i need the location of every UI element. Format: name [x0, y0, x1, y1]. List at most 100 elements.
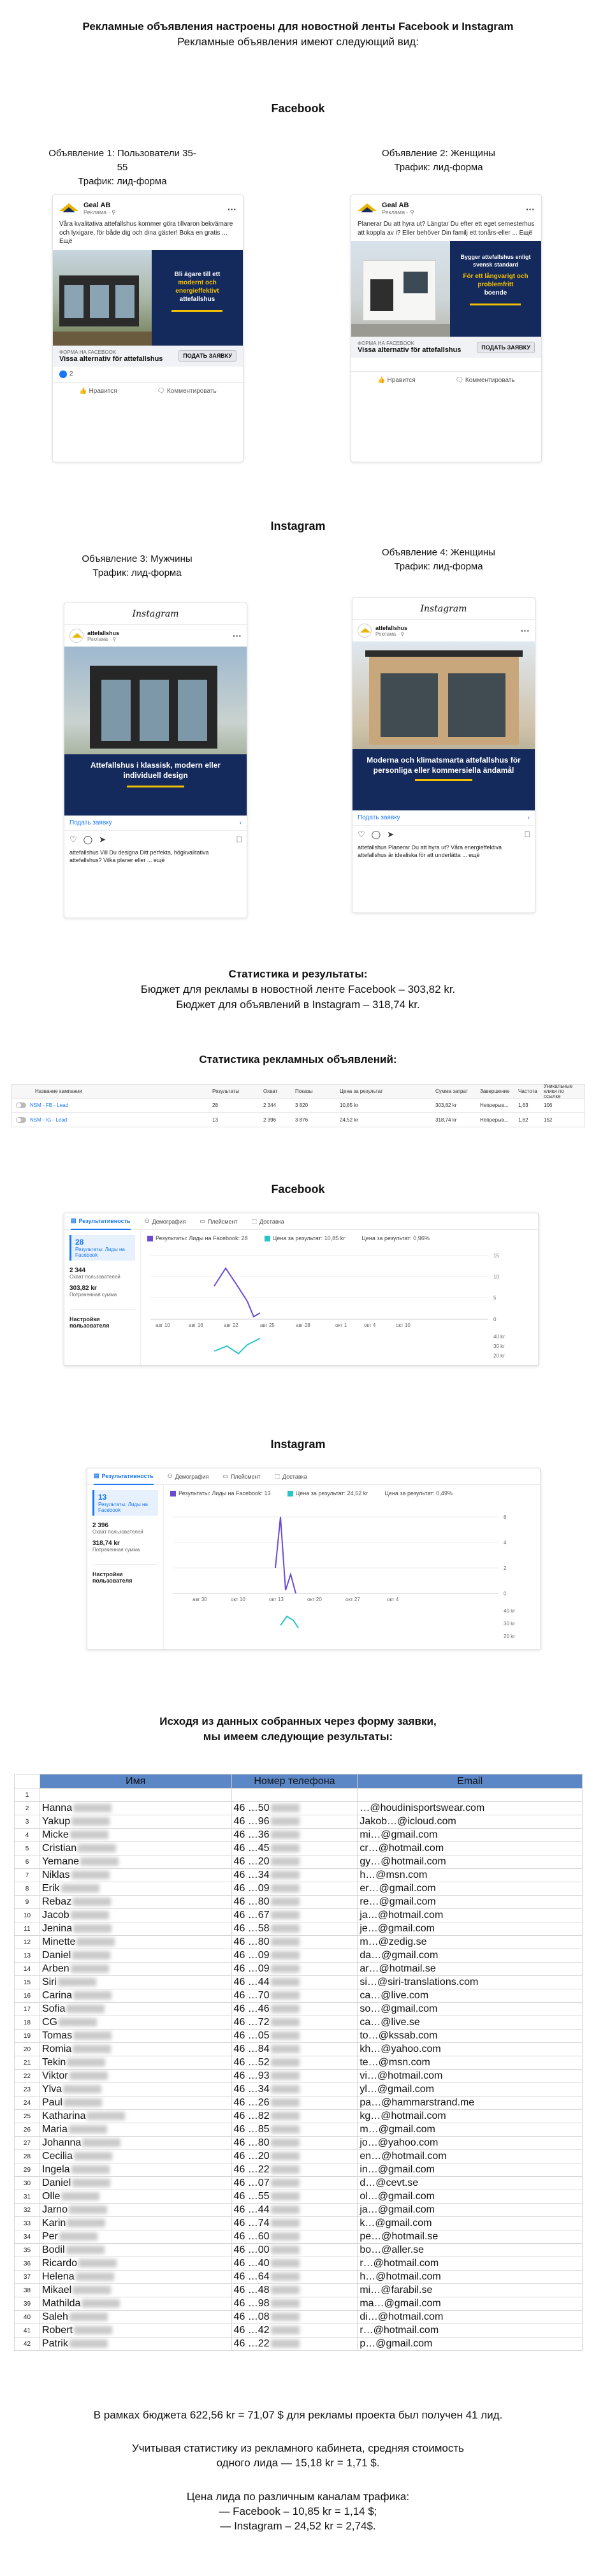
row-number-text: 14 [23, 1965, 31, 1973]
form-label: ФОРМА НА FACEBOOK [358, 340, 415, 346]
table-row: 17 Sofia 46 …46 so…@gmail.com [14, 2002, 583, 2016]
lead-email-text: kh…@yahoo.com [360, 2044, 441, 2054]
heart-icon[interactable]: ♡ [69, 835, 77, 844]
comment-button[interactable]: 🗨 Комментировать [455, 377, 514, 384]
col-campaign[interactable]: Название кампании [35, 1088, 82, 1094]
send-icon[interactable]: ➤ [387, 830, 395, 839]
heart-icon[interactable]: ♡ [358, 830, 365, 839]
thumb-up-icon: 👍 [79, 387, 89, 395]
campaign-toggle[interactable] [16, 1116, 26, 1123]
tab-label: Доставка [259, 1218, 284, 1225]
col-amount-spent[interactable]: Сумма затрат [435, 1088, 469, 1094]
user-settings-link[interactable]: Настройки пользователя [69, 1309, 135, 1329]
lead-email-text: …@houdinisportswear.com [360, 1803, 485, 1813]
row-number: 39 [14, 2297, 40, 2311]
table-row: 6 Yemane 46 …20 gy…@hotmail.com [14, 1855, 583, 1869]
user-settings-link[interactable]: Настройки пользователя [92, 1564, 158, 1584]
lead-phone: 46 …34 [231, 1868, 358, 1882]
summary-instagram: — Instagram – 24,52 kr = 2,74$. [220, 2520, 376, 2532]
lead-name-text: Cecilia [41, 2151, 73, 2162]
campaign-name[interactable]: NSM - IG - Lead [30, 1116, 68, 1123]
legend-cost: Цена за результат: 10,85 kr [272, 1235, 345, 1241]
reach-value: 2 344 [263, 1102, 277, 1108]
send-icon[interactable]: ➤ [99, 835, 106, 844]
lead-phone-text: 46 …44 [233, 2204, 270, 2215]
row-number-header [14, 1774, 40, 1789]
row-number: 41 [14, 2324, 40, 2338]
comment-icon[interactable]: ◯ [371, 830, 381, 839]
comment-button[interactable]: 🗨 Комментировать [157, 388, 216, 395]
col-impressions[interactable]: Показы [295, 1088, 313, 1094]
account-name[interactable]: attefallshus [87, 629, 120, 636]
avatar[interactable] [69, 629, 84, 643]
more-options-icon[interactable]: ··· [228, 203, 236, 214]
row-number: 34 [14, 2230, 40, 2244]
tab-demography[interactable]: ⚇ Демография [145, 1213, 186, 1230]
redacted-mark [66, 2246, 105, 2255]
page-name[interactable]: Geal AB [84, 201, 111, 209]
ends-value: Непрерыв... [480, 1116, 509, 1123]
table-row: 38 Mikael 46 …48 mi…@farabil.se [14, 2283, 583, 2297]
results-label: Результаты: Лиды на Facebook [98, 1502, 148, 1513]
bookmark-icon[interactable]: ⎕ [236, 835, 242, 844]
tab-performance[interactable]: ▤ Результативность [94, 1468, 154, 1485]
house-photo [351, 241, 450, 337]
results-metric[interactable]: 13 Результаты: Лиды на Facebook [92, 1490, 158, 1516]
col-cost-per-result[interactable]: Цена за результат [340, 1088, 383, 1094]
lead-phone-text: 46 …60 [233, 2231, 270, 2242]
like-reaction-icon [59, 370, 67, 378]
table-row: 37 Helena 46 …64 h…@hotmail.com [14, 2270, 583, 2284]
redacted-mark [82, 2299, 120, 2308]
table-row: 12 Minette 46 …80 m…@zedig.se [14, 1935, 583, 1949]
apply-link[interactable]: Подать заявку › [353, 810, 535, 826]
results-metric[interactable]: 28 Результаты: Лиды на Facebook [69, 1235, 135, 1261]
tab-delivery[interactable]: ⬚ Доставка [252, 1213, 284, 1230]
col-results[interactable]: Результаты [212, 1088, 240, 1094]
col-unique-clicks[interactable]: Уникальные клики по ссылке [544, 1083, 573, 1099]
banner-text: Moderna och klimatsmarta attefallshus fö… [367, 756, 521, 775]
col-frequency[interactable]: Частота [518, 1088, 537, 1094]
lead-email: m…@zedig.se [357, 1935, 583, 1949]
ad-stats-table: Название кампании Результаты Охват Показ… [11, 1084, 585, 1127]
redacted-mark [67, 2058, 106, 2067]
row-number: 22 [14, 2069, 40, 2083]
campaign-name[interactable]: NSM - FB - Lead [30, 1102, 69, 1108]
lead-name: Daniel [39, 2176, 232, 2190]
tab-placement[interactable]: ▭ Плейсмент [200, 1213, 238, 1230]
reactions-row: 2 [53, 367, 243, 383]
account-name[interactable]: attefallshus [375, 624, 408, 631]
submit-application-button[interactable]: ПОДАТЬ ЗАЯВКУ [178, 350, 236, 362]
lead-phone: 46 …42 [231, 2324, 358, 2338]
more-options-icon[interactable]: ··· [526, 203, 535, 214]
apply-link-label: Подать заявку [69, 819, 112, 826]
like-button[interactable]: 👍 Нравится [79, 388, 117, 395]
col-ends[interactable]: Завершение [480, 1088, 510, 1094]
apply-link[interactable]: Подать заявку › [64, 816, 247, 831]
submit-application-button[interactable]: ПОДАТЬ ЗАЯВКУ [477, 341, 535, 353]
bookmark-icon[interactable]: ⎕ [525, 830, 530, 839]
tab-performance[interactable]: ▤ Результативность [71, 1213, 131, 1230]
page-name[interactable]: Geal AB [382, 201, 409, 209]
row-number-text: 10 [23, 1912, 31, 1919]
row-number: 14 [14, 1962, 40, 1976]
col-reach[interactable]: Охват [263, 1088, 278, 1094]
tab-delivery[interactable]: ⬚ Доставка [275, 1468, 307, 1485]
tab-placement[interactable]: ▭ Плейсмент [223, 1468, 261, 1485]
row-number-text: 24 [23, 2099, 31, 2107]
delivery-icon: ⬚ [274, 1473, 280, 1479]
tab-demography[interactable]: ⚇ Демография [168, 1468, 209, 1485]
lead-name: Yakup [39, 1815, 232, 1829]
avatar[interactable] [358, 624, 372, 638]
lead-phone-text: 46 …09 [233, 1950, 270, 1961]
like-button[interactable]: 👍 Нравится [377, 377, 415, 384]
more-options-icon[interactable]: ··· [233, 631, 242, 641]
lead-phone: 46 …07 [231, 2176, 358, 2190]
more-options-icon[interactable]: ··· [521, 626, 530, 636]
campaign-toggle[interactable] [16, 1102, 26, 1108]
lead-phone-text: 46 …34 [233, 1870, 270, 1880]
ad-header: Geal AB Реклама · ⚲ ··· [53, 195, 243, 219]
comment-icon[interactable]: ◯ [83, 835, 93, 844]
lead-phone: 46 …58 [231, 1922, 358, 1936]
results-value: 13 [212, 1116, 218, 1123]
results-line [214, 1267, 261, 1318]
